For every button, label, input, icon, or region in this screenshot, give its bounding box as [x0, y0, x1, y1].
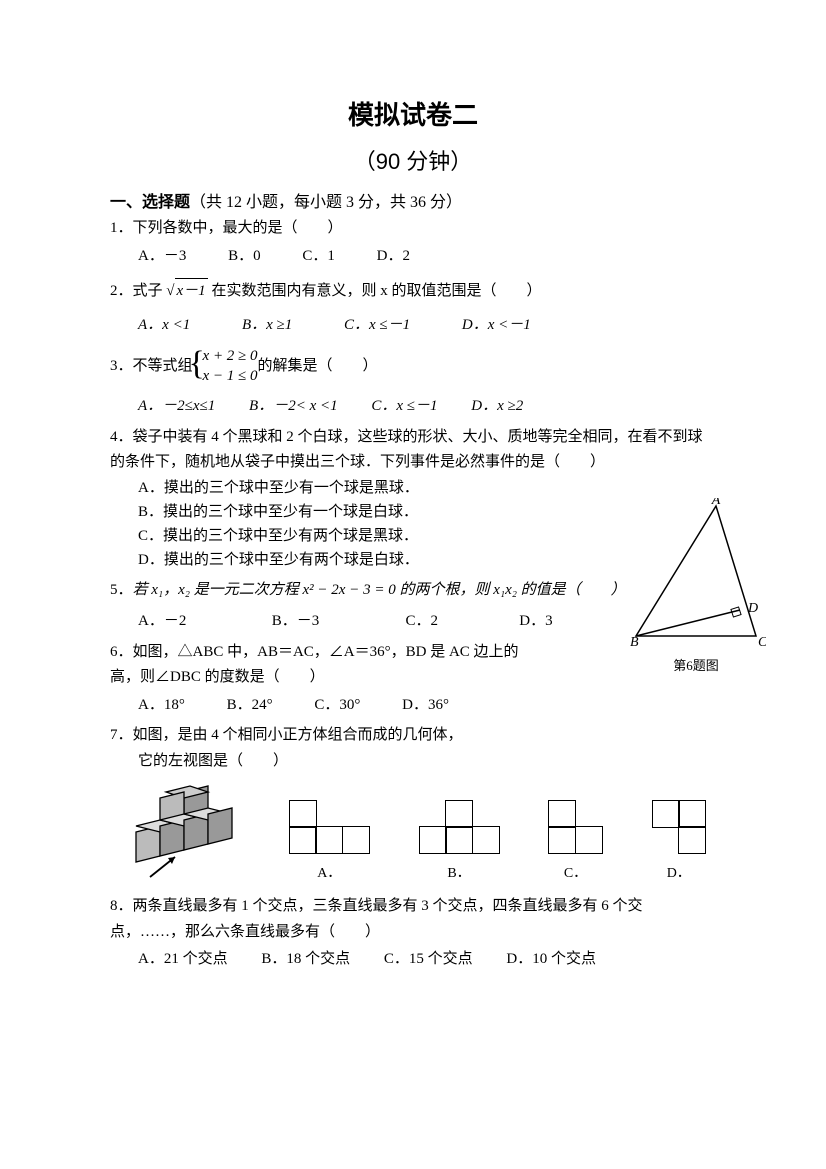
question-6: 6．如图，△ABC 中，AB＝AC，∠A＝36°，BD 是 AC 边上的高，则∠… [110, 640, 530, 720]
q2-opt-a: A．x <1 [138, 311, 190, 340]
q3-sys1: x + 2 ≥ 0 [203, 347, 258, 367]
q2-expr: x－1 [175, 278, 208, 305]
q3-suffix: 的解集是（ ） [258, 354, 378, 380]
q2-number: 2． [110, 283, 133, 299]
q7-option-b-fig: B． [419, 800, 500, 883]
q6-triangle-figure: A B C D 第6题图 [626, 498, 766, 668]
q2-opt-b: B．x ≥1 [242, 311, 292, 340]
q7-text2: 它的左视图是（ ） [110, 749, 716, 775]
section-1-header: 一、选择题（共 12 小题，每小题 3 分，共 36 分） [110, 188, 716, 212]
q5-number: 5． [110, 582, 133, 598]
q7-option-d-fig: D． [652, 800, 707, 883]
q5-text: 若 x₁，x₂ 是一元二次方程 x² − 2x − 3 = 0 的两个根，则 x… [133, 582, 626, 598]
q4-opt-a: A．摸出的三个球中至少有一个球是黑球． [138, 476, 716, 500]
section-info: （共 12 小题，每小题 3 分，共 36 分） [190, 194, 462, 211]
inequality-system: { x + 2 ≥ 0 x − 1 ≤ 0 [193, 347, 258, 386]
q6-opt-d: D．36° [402, 691, 449, 720]
sqrt-expression: √x－1 [166, 278, 207, 305]
q7-opt-a-label: A． [317, 862, 341, 882]
question-7: 7．如图，是由 4 个相同小正方体组合而成的几何体， 它的左视图是（ ） [110, 723, 716, 774]
q7-opt-d-label: D． [667, 862, 691, 882]
q8-opt-a: A．21 个交点 [138, 945, 228, 974]
q6-opt-c: C．30° [314, 691, 360, 720]
q8-opt-b: B．18 个交点 [261, 945, 350, 974]
q2-suffix: 在实数范围内有意义，则 x 的取值范围是（ ） [211, 283, 541, 299]
q3-prefix: 不等式组 [133, 354, 193, 380]
q5-opt-c: C．2 [406, 607, 516, 636]
section-label: 一、选择题 [110, 194, 190, 211]
q8-opt-d: D．10 个交点 [506, 945, 596, 974]
q2-opt-d: D．x <－1 [462, 311, 531, 340]
q3-opt-c: C．x ≤－1 [371, 392, 437, 421]
q7-figures-row: A． B． C． D． [110, 782, 716, 882]
q6-text: 如图，△ABC 中，AB＝AC，∠A＝36°，BD 是 AC 边上的高，则∠DB… [110, 644, 519, 686]
q4-number: 4． [110, 429, 133, 445]
q7-solid [130, 782, 240, 882]
q5-opt-d: D．3 [519, 607, 552, 636]
q6-opt-b: B．24° [227, 691, 273, 720]
q3-opt-b: B．－2< x <1 [249, 392, 338, 421]
exam-title: 模拟试卷二 [110, 95, 716, 132]
q2-opt-c: C．x ≤－1 [344, 311, 410, 340]
svg-text:A: A [711, 498, 721, 508]
q6-caption: 第6题图 [626, 655, 766, 674]
q6-opt-a: A．18° [138, 691, 185, 720]
question-2: 2．式子 √x－1 在实数范围内有意义，则 x 的取值范围是（ ） A．x <1… [110, 278, 716, 339]
svg-text:C: C [758, 635, 766, 648]
q3-number: 3． [110, 354, 133, 380]
exam-duration: （90 分钟） [110, 144, 716, 176]
q3-opt-d: D．x ≥2 [471, 392, 523, 421]
q8-number: 8． [110, 898, 133, 914]
q3-sys2: x − 1 ≤ 0 [203, 367, 258, 387]
q4-text: 袋子中装有 4 个黑球和 2 个白球，这些球的形状、大小、质地等完全相同，在看不… [110, 429, 703, 471]
q8-opt-c: C．15 个交点 [384, 945, 473, 974]
triangle-svg: A B C D [626, 498, 766, 648]
q7-option-a-fig: A． [289, 800, 370, 883]
q6-number: 6． [110, 644, 133, 660]
q7-opt-b-label: B． [447, 862, 470, 882]
q5-opt-b: B．－3 [272, 607, 402, 636]
q2-prefix: 式子 [133, 283, 163, 299]
q5-opt-a: A．－2 [138, 607, 268, 636]
q7-text: 如图，是由 4 个相同小正方体组合而成的几何体， [133, 727, 463, 743]
q7-opt-c-label: C． [564, 862, 587, 882]
q1-opt-b: B．0 [228, 242, 261, 271]
q7-option-c-fig: C． [548, 800, 603, 883]
svg-text:D: D [747, 601, 758, 616]
q1-number: 1． [110, 220, 133, 236]
q1-opt-c: C．1 [302, 242, 335, 271]
q1-text: 下列各数中，最大的是（ ） [133, 220, 343, 236]
question-1: 1．下列各数中，最大的是（ ） A．－3 B．0 C．1 D．2 [110, 216, 716, 270]
q7-number: 7． [110, 727, 133, 743]
q3-opt-a: A．－2≤x≤1 [138, 392, 215, 421]
q1-opt-a: A．－3 [138, 242, 186, 271]
question-3: 3． 不等式组 { x + 2 ≥ 0 x − 1 ≤ 0 的解集是（ ） A．… [110, 347, 716, 421]
svg-text:B: B [630, 635, 639, 648]
q8-text: 两条直线最多有 1 个交点，三条直线最多有 3 个交点，四条直线最多有 6 个交… [110, 898, 643, 940]
q1-opt-d: D．2 [377, 242, 410, 271]
question-8: 8．两条直线最多有 1 个交点，三条直线最多有 3 个交点，四条直线最多有 6 … [110, 894, 716, 974]
